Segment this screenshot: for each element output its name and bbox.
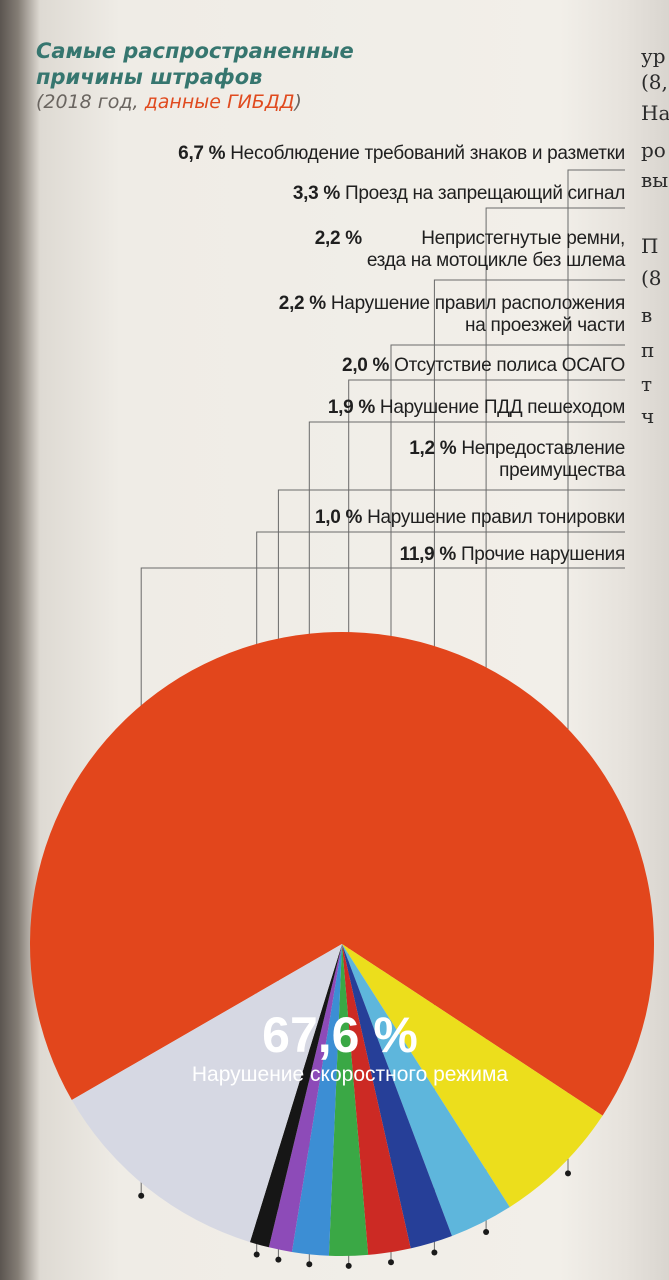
pie-slice: [71, 944, 343, 1243]
leader-dot: [388, 1259, 394, 1266]
leader-dot: [138, 1192, 145, 1199]
slice-label-value: 1,2 %: [409, 438, 457, 459]
main-slice-label: Нарушение скоростного режима: [191, 1063, 509, 1086]
side-text-fragment: На: [641, 101, 669, 125]
slice-label-value: 1,0 %: [314, 507, 363, 528]
slice-label-value: 2,0 %: [342, 355, 390, 376]
leader-dot: [483, 1229, 490, 1235]
pie-slices: [29, 631, 654, 1257]
subtitle-year: (2018 год,: [36, 91, 145, 113]
slice-label-text: Нарушение правил расположения: [330, 293, 625, 314]
slice-label-pedestrian: 1,9 % Нарушение ПДД пешеходом: [328, 397, 625, 419]
slice-label-value: 2,2 %: [314, 228, 362, 249]
slice-label-text: преимущества: [499, 460, 625, 481]
pie-slice: [291, 944, 342, 1256]
main-slice-value: 67,6 %: [262, 1007, 418, 1063]
slice-label-right-of-way: 1,2 % Непредоставление преимущества: [409, 438, 625, 482]
slice-label-other: 11,9 % Прочие нарушения: [399, 544, 626, 566]
slice-label-text: Непредоставление: [461, 438, 625, 459]
leader-dots: [138, 1170, 571, 1269]
side-text-fragment: вы: [641, 168, 669, 192]
slice-label-signs: 6,7 % Несоблюдение требований знаков и ра…: [178, 143, 625, 165]
title-line-1: Самые распространенные: [36, 39, 354, 63]
slice-label-text: Нарушение правил тонировки: [367, 507, 625, 528]
slice-label-text: на проезжей части: [465, 315, 625, 336]
leader-dot: [275, 1256, 282, 1263]
slice-label-red-light: 3,3 % Проезд на запрещающий сигнал: [293, 183, 625, 205]
side-text-fragment: (8: [641, 266, 662, 290]
side-text-fragment: т: [641, 372, 653, 396]
pie-slice: [342, 944, 452, 1249]
slice-label-text: Несоблюдение требований знаков и разметк…: [230, 143, 625, 164]
chart-subtitle: (2018 год, данные ГИБДД): [36, 90, 354, 114]
slice-label-belts: 2,2 % Непристегнутые ремни, езда на мотоци…: [314, 228, 626, 272]
pie-slice: [268, 944, 342, 1252]
slice-label-text: Проезд на запрещающий сигнал: [344, 183, 625, 204]
slice-label-value: 6,7 %: [178, 143, 226, 164]
slice-label-text: Отсутствие полиса ОСАГО: [394, 355, 625, 376]
side-text-fragment: ур: [641, 44, 666, 68]
side-text-fragment: в: [641, 303, 653, 327]
slice-label-lane-position: 2,2 % Нарушение правил расположения на про…: [278, 293, 626, 337]
title-line-2: причины штрафов: [36, 65, 263, 89]
subtitle-source: данные ГИБДД: [144, 91, 295, 113]
side-text-fragment: (8,: [641, 70, 668, 94]
leader-dot: [565, 1170, 571, 1177]
slice-label-osago: 2,0 % Отсутствие полиса ОСАГО: [342, 355, 625, 377]
side-text-fragment: п: [641, 338, 655, 362]
pie-slice: [29, 631, 654, 1116]
pie-slice: [342, 944, 411, 1255]
leader-dot: [253, 1251, 260, 1258]
side-text-fragment: П: [641, 234, 659, 258]
subtitle-close: ): [294, 91, 302, 113]
pie-slice: [249, 944, 342, 1248]
pie-slice: [342, 944, 510, 1236]
slice-label-text: Непристегнутые ремни,: [421, 228, 625, 249]
side-text-fragment: ро: [641, 138, 666, 162]
leader-dot: [431, 1249, 438, 1256]
slice-label-value: 11,9 %: [399, 544, 457, 565]
slice-label-tinting: 1,0 % Нарушение правил тонировки: [315, 507, 625, 529]
slice-label-text: езда на мотоцикле без шлема: [366, 250, 625, 271]
side-text-fragment: ч: [641, 404, 655, 428]
leader-dot: [306, 1261, 313, 1268]
pie-slice: [328, 944, 369, 1257]
pie-slice: [342, 944, 603, 1208]
slice-label-value: 1,9 %: [327, 397, 375, 418]
slice-label-value: 2,2 %: [278, 293, 326, 314]
chart-title: Самые распространенные причины штрафов (…: [36, 38, 354, 114]
slice-label-text: Нарушение ПДД пешеходом: [379, 397, 625, 418]
slice-label-text: Прочие нарушения: [460, 544, 625, 565]
slice-label-value: 3,3 %: [292, 183, 340, 204]
leader-dot: [345, 1262, 352, 1269]
